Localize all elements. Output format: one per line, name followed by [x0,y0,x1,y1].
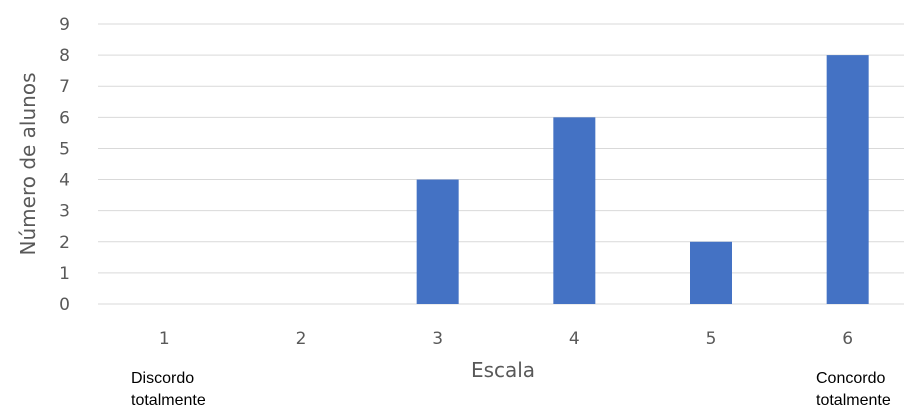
y-tick-label: 0 [59,295,70,315]
y-tick-label: 5 [59,139,70,159]
y-tick-label: 3 [59,202,70,222]
x-tick-label: 2 [296,329,307,349]
y-tick-label: 8 [59,46,70,66]
bar-6 [826,55,869,304]
annotation-agree-line1: Concordo [816,370,886,387]
x-axis-tick-labels: 1 2 3 4 5 6 [159,329,853,349]
bar-3 [416,179,459,304]
annotation-disagree-line2: totalmente [131,392,206,409]
annotation-disagree-line1: Discordo [131,370,195,387]
x-axis-title: Escala [471,358,535,382]
y-tick-label: 2 [59,233,70,253]
y-axis-title: Número de alunos [16,73,40,256]
y-tick-label: 7 [59,77,70,97]
y-tick-label: 1 [59,264,70,284]
bar-5 [690,241,732,304]
x-tick-label: 3 [432,329,443,349]
bars [416,55,869,304]
y-axis-tick-labels: 0 1 2 3 4 5 6 7 8 9 [59,15,70,315]
y-tick-label: 6 [59,108,70,128]
gridlines [98,23,904,305]
y-tick-label: 4 [59,171,70,191]
y-tick-label: 9 [59,15,70,35]
x-tick-label: 5 [706,329,717,349]
annotation-disagree: Discordo totalmente [131,368,206,412]
annotation-agree: Concordo totalmente [816,368,891,412]
bar-4 [553,117,596,304]
x-tick-label: 6 [842,329,853,349]
annotation-agree-line2: totalmente [816,392,891,409]
x-tick-label: 4 [569,329,580,349]
x-tick-label: 1 [159,329,170,349]
